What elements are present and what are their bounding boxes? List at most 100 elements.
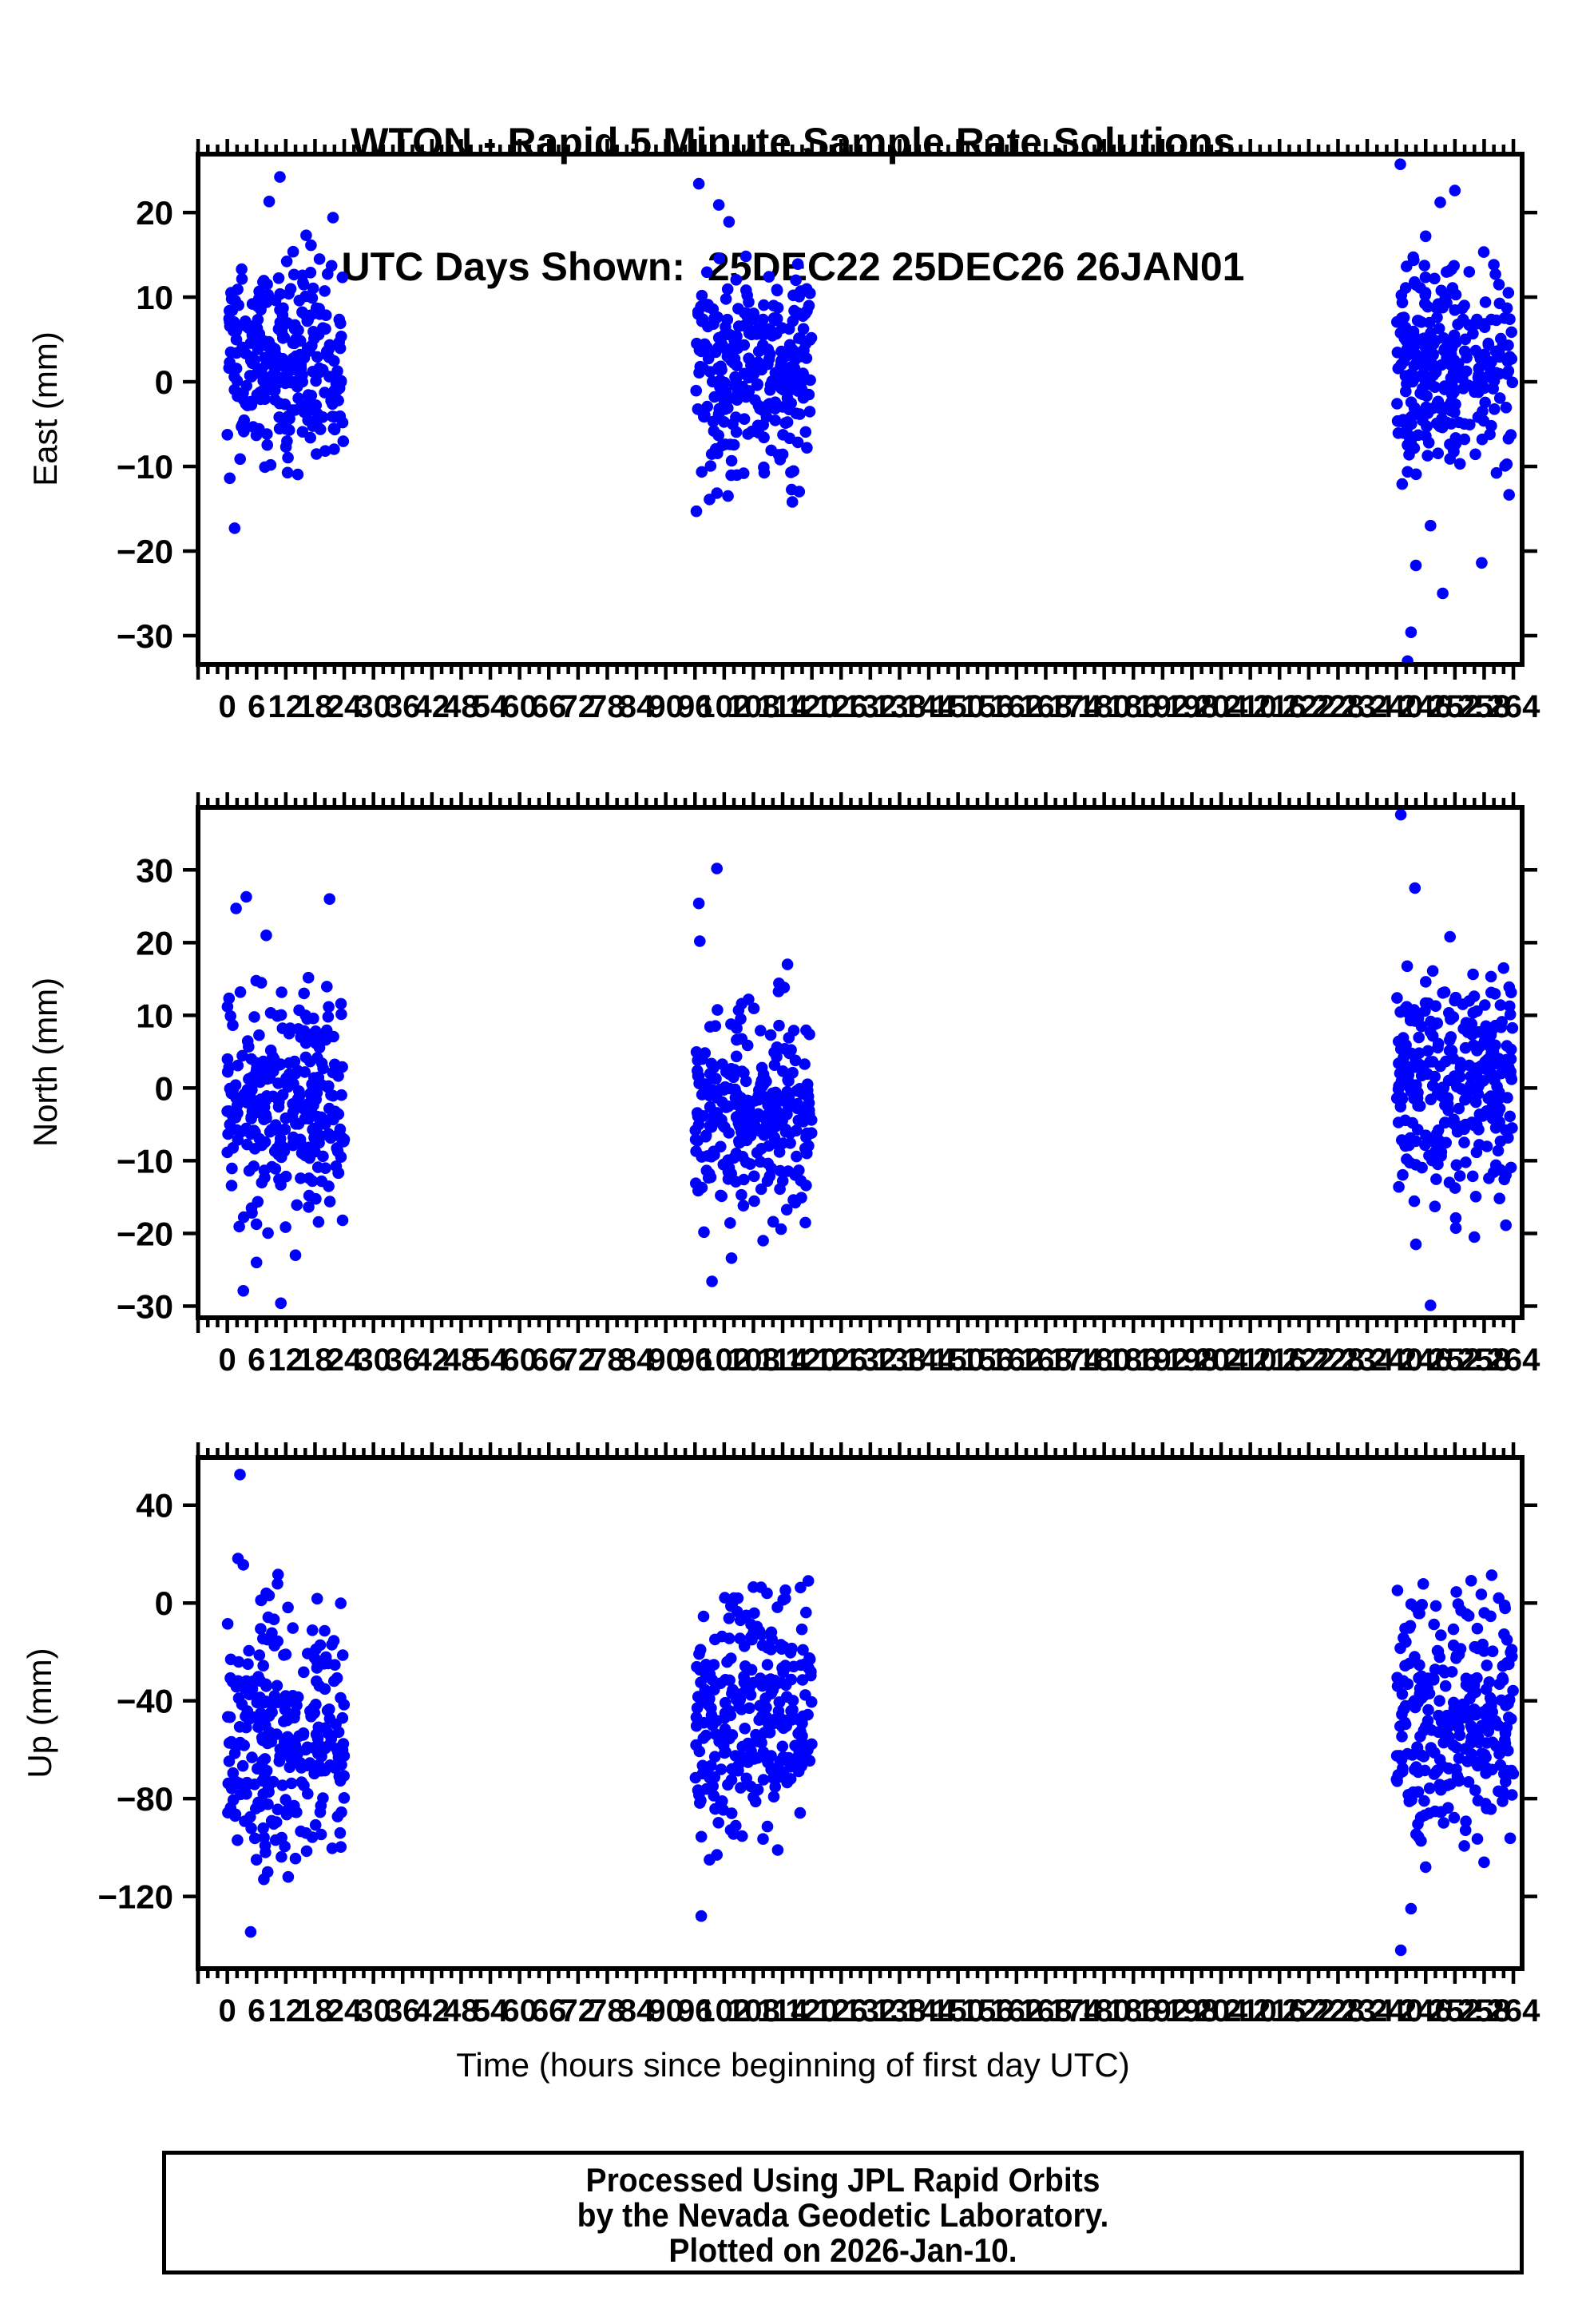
data-point bbox=[1417, 367, 1429, 380]
axis-tick bbox=[1239, 1971, 1243, 1978]
axis-tick bbox=[371, 139, 375, 152]
data-point bbox=[335, 1089, 347, 1101]
data-point bbox=[1425, 1742, 1437, 1754]
axis-tick bbox=[255, 139, 259, 152]
axis-tick bbox=[1443, 667, 1447, 674]
axis-tick bbox=[605, 1971, 609, 1984]
data-point bbox=[224, 1711, 236, 1723]
axis-tick bbox=[742, 667, 746, 674]
axis-tick bbox=[810, 667, 814, 680]
axis-tick bbox=[1121, 145, 1126, 152]
data-point bbox=[1415, 1069, 1428, 1082]
axis-tick bbox=[1316, 1448, 1321, 1455]
data-point bbox=[799, 426, 812, 438]
data-point bbox=[1493, 279, 1505, 291]
data-point bbox=[1431, 397, 1444, 409]
plot-frame bbox=[1520, 1455, 1525, 1971]
axis-tick bbox=[547, 1442, 551, 1455]
data-point bbox=[323, 1102, 335, 1115]
axis-tick bbox=[722, 139, 727, 152]
axis-tick bbox=[576, 1971, 581, 1984]
axis-tick bbox=[1355, 1971, 1360, 1978]
axis-tick bbox=[868, 1442, 873, 1455]
axis-tick bbox=[1073, 139, 1077, 152]
axis-tick bbox=[1453, 792, 1457, 805]
data-point bbox=[763, 353, 775, 365]
data-point bbox=[1481, 1053, 1494, 1065]
axis-tick bbox=[1511, 792, 1516, 805]
axis-tick bbox=[1501, 798, 1506, 805]
data-point bbox=[696, 289, 708, 302]
axis-tick bbox=[1044, 792, 1048, 805]
data-point bbox=[1439, 1680, 1452, 1692]
data-point bbox=[1502, 433, 1515, 445]
data-point bbox=[272, 1077, 284, 1089]
axis-tick bbox=[732, 667, 736, 674]
axis-tick bbox=[1170, 1320, 1175, 1327]
axis-tick bbox=[634, 1442, 639, 1455]
axis-tick bbox=[1102, 139, 1106, 152]
data-point bbox=[1416, 1691, 1428, 1704]
data-point bbox=[1419, 1764, 1431, 1777]
data-point bbox=[743, 1702, 755, 1715]
axis-tick bbox=[1083, 1971, 1087, 1978]
data-point bbox=[775, 1676, 787, 1689]
x-tick-label: 78 bbox=[589, 689, 625, 724]
data-point bbox=[1493, 367, 1505, 380]
data-point bbox=[295, 1100, 307, 1112]
axis-tick bbox=[693, 1320, 697, 1333]
data-point bbox=[793, 1164, 805, 1176]
axis-tick bbox=[1083, 667, 1087, 674]
data-point bbox=[311, 1052, 323, 1064]
data-point bbox=[1454, 1061, 1467, 1074]
data-point bbox=[1428, 1618, 1440, 1631]
axis-tick bbox=[771, 667, 775, 674]
data-point bbox=[715, 1763, 728, 1775]
axis-tick bbox=[1492, 1448, 1496, 1455]
axis-tick bbox=[1473, 667, 1477, 674]
data-point bbox=[228, 371, 240, 383]
data-point bbox=[738, 1671, 750, 1683]
axis-tick bbox=[829, 1971, 834, 1978]
data-point bbox=[311, 305, 324, 317]
axis-tick bbox=[703, 145, 707, 152]
axis-tick bbox=[1525, 1796, 1537, 1801]
axis-tick bbox=[469, 145, 473, 152]
axis-tick bbox=[800, 1448, 804, 1455]
data-point-outlier bbox=[757, 1235, 769, 1247]
axis-tick bbox=[1044, 1320, 1048, 1333]
data-point bbox=[755, 1025, 767, 1037]
data-point bbox=[774, 1755, 787, 1768]
data-point bbox=[1435, 284, 1448, 297]
up-frame bbox=[196, 1455, 1525, 1971]
data-point bbox=[266, 341, 278, 353]
data-point bbox=[800, 1180, 812, 1192]
axis-tick bbox=[1326, 667, 1330, 674]
axis-tick bbox=[352, 798, 356, 805]
axis-tick bbox=[488, 1320, 493, 1333]
data-point bbox=[1433, 1709, 1445, 1722]
data-point bbox=[1396, 296, 1409, 309]
axis-tick bbox=[508, 667, 512, 674]
axis-tick bbox=[1394, 667, 1398, 680]
axis-tick bbox=[878, 1971, 882, 1978]
data-point bbox=[1443, 1176, 1456, 1188]
axis-tick bbox=[819, 798, 824, 805]
axis-tick bbox=[293, 667, 298, 674]
data-point bbox=[705, 1759, 717, 1772]
axis-tick bbox=[420, 667, 424, 674]
axis-tick bbox=[1073, 1442, 1077, 1455]
data-point bbox=[335, 317, 347, 330]
data-point bbox=[255, 303, 267, 316]
axis-tick bbox=[1112, 1448, 1116, 1455]
axis-tick bbox=[712, 1320, 716, 1327]
axis-tick bbox=[585, 145, 590, 152]
axis-tick bbox=[849, 1448, 853, 1455]
data-point bbox=[758, 299, 770, 311]
axis-tick bbox=[283, 1320, 288, 1333]
axis-tick bbox=[459, 1971, 463, 1984]
x-tick-label: 216 bbox=[1253, 1993, 1306, 2029]
data-point bbox=[736, 1830, 748, 1842]
data-point bbox=[287, 1131, 299, 1144]
data-point bbox=[1407, 328, 1420, 341]
